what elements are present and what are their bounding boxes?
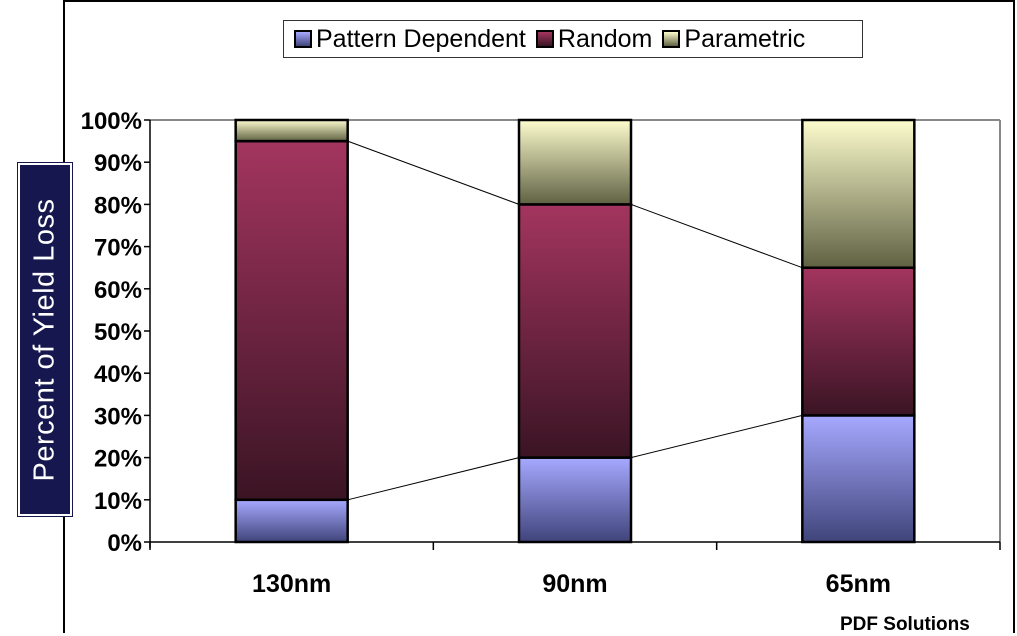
x-tick-label: 65nm <box>826 570 891 598</box>
legend-label-pattern-dependent: Pattern Dependent <box>316 24 526 53</box>
chart-legend: Pattern Dependent Random Parametric <box>283 20 863 58</box>
legend-item-parametric: Parametric <box>662 25 805 54</box>
legend-swatch-random <box>535 30 554 48</box>
y-tick-label: 40% <box>94 361 142 388</box>
y-axis-label: Percent of Yield Loss <box>28 198 61 482</box>
bar-random-65nm <box>801 266 916 417</box>
bar-random-90nm <box>517 203 633 459</box>
legend-label-parametric: Parametric <box>684 24 806 53</box>
legend-swatch-pattern-dependent <box>294 30 312 48</box>
bar-pattern-dependent-65nm <box>801 414 916 544</box>
series-line <box>347 140 520 205</box>
legend-item-random: Random <box>535 24 653 54</box>
x-tick-label: 90nm <box>542 570 607 598</box>
source-credit: PDF Solutions <box>840 614 970 635</box>
y-tick-label: 10% <box>94 488 142 515</box>
y-tick-label: 50% <box>94 319 142 346</box>
y-tick-label: 60% <box>94 277 142 304</box>
y-tick-label: 20% <box>94 446 142 473</box>
bar-parametric-90nm <box>517 118 633 206</box>
y-tick-label: 100% <box>81 108 142 135</box>
bar-pattern-dependent-90nm <box>517 456 633 544</box>
legend-label-random: Random <box>557 24 653 53</box>
series-line <box>347 457 520 501</box>
x-tick-label: 130nm <box>252 570 331 598</box>
series-line <box>630 203 803 269</box>
bar-parametric-130nm <box>234 118 349 143</box>
y-tick-label: 90% <box>94 150 142 177</box>
legend-swatch-parametric <box>662 30 681 48</box>
y-tick-label: 70% <box>94 235 142 262</box>
series-line <box>630 414 803 459</box>
y-axis-label-box <box>17 162 73 517</box>
y-tick-label: 30% <box>94 403 142 430</box>
y-tick-label: 0% <box>107 530 142 557</box>
legend-item-pattern-dependent: Pattern Dependent <box>294 25 526 54</box>
bar-pattern-dependent-130nm <box>234 498 349 544</box>
y-tick-label: 80% <box>94 192 142 219</box>
bar-random-130nm <box>234 139 349 502</box>
bar-parametric-65nm <box>801 118 916 269</box>
